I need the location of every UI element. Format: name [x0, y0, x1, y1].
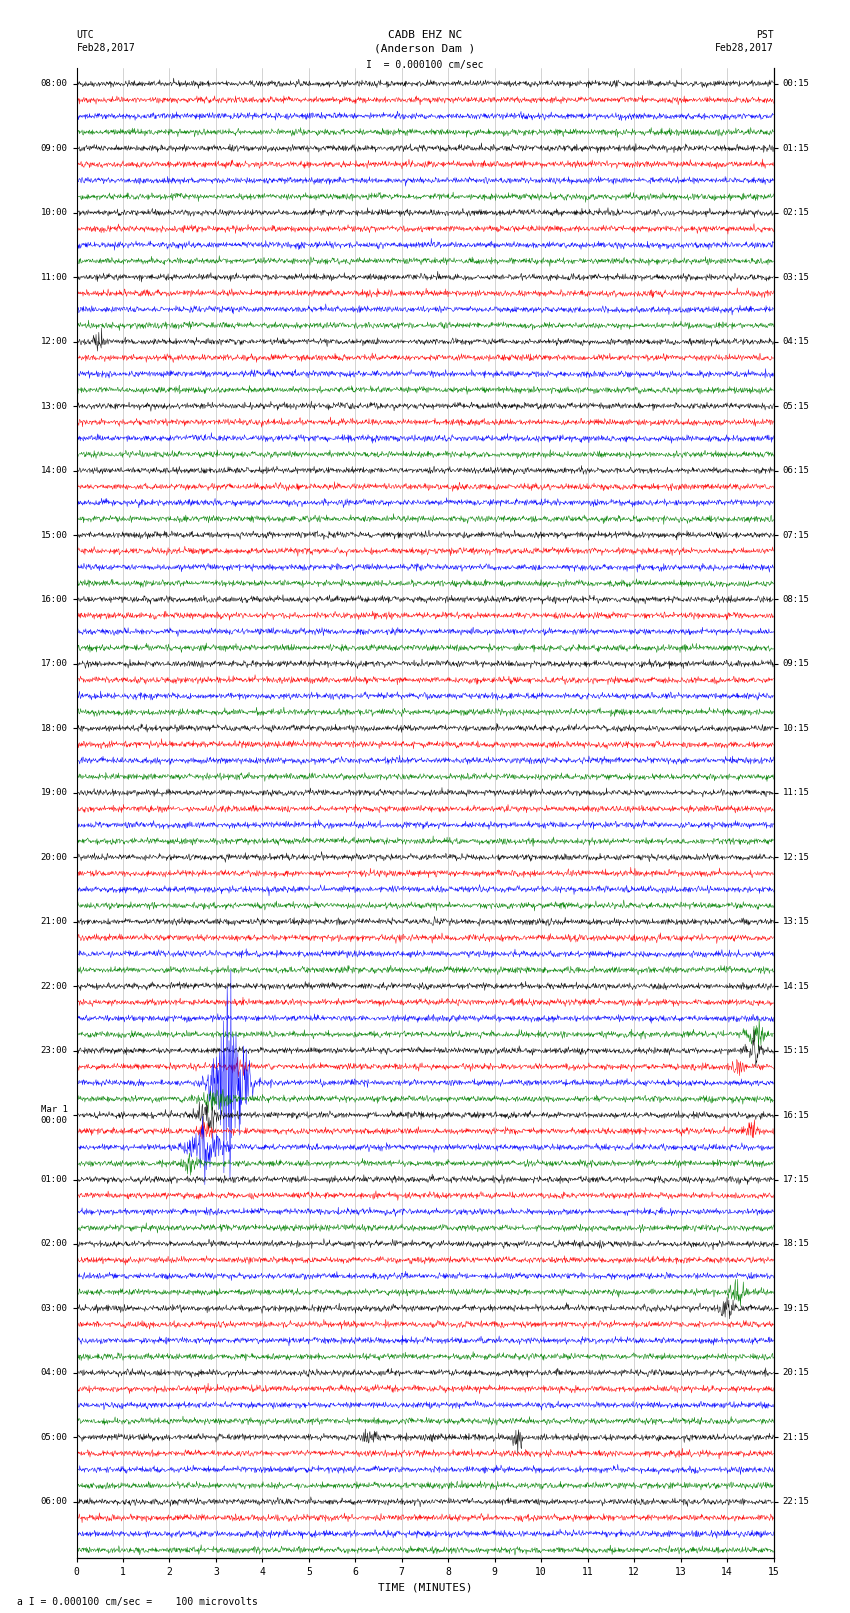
- Text: PST
Feb28,2017: PST Feb28,2017: [715, 31, 774, 53]
- Text: CADB EHZ NC
(Anderson Dam ): CADB EHZ NC (Anderson Dam ): [374, 31, 476, 53]
- Text: UTC
Feb28,2017: UTC Feb28,2017: [76, 31, 135, 53]
- Text: a I = 0.000100 cm/sec =    100 microvolts: a I = 0.000100 cm/sec = 100 microvolts: [17, 1597, 258, 1607]
- X-axis label: TIME (MINUTES): TIME (MINUTES): [377, 1582, 473, 1592]
- Text: I  = 0.000100 cm/sec: I = 0.000100 cm/sec: [366, 60, 484, 69]
